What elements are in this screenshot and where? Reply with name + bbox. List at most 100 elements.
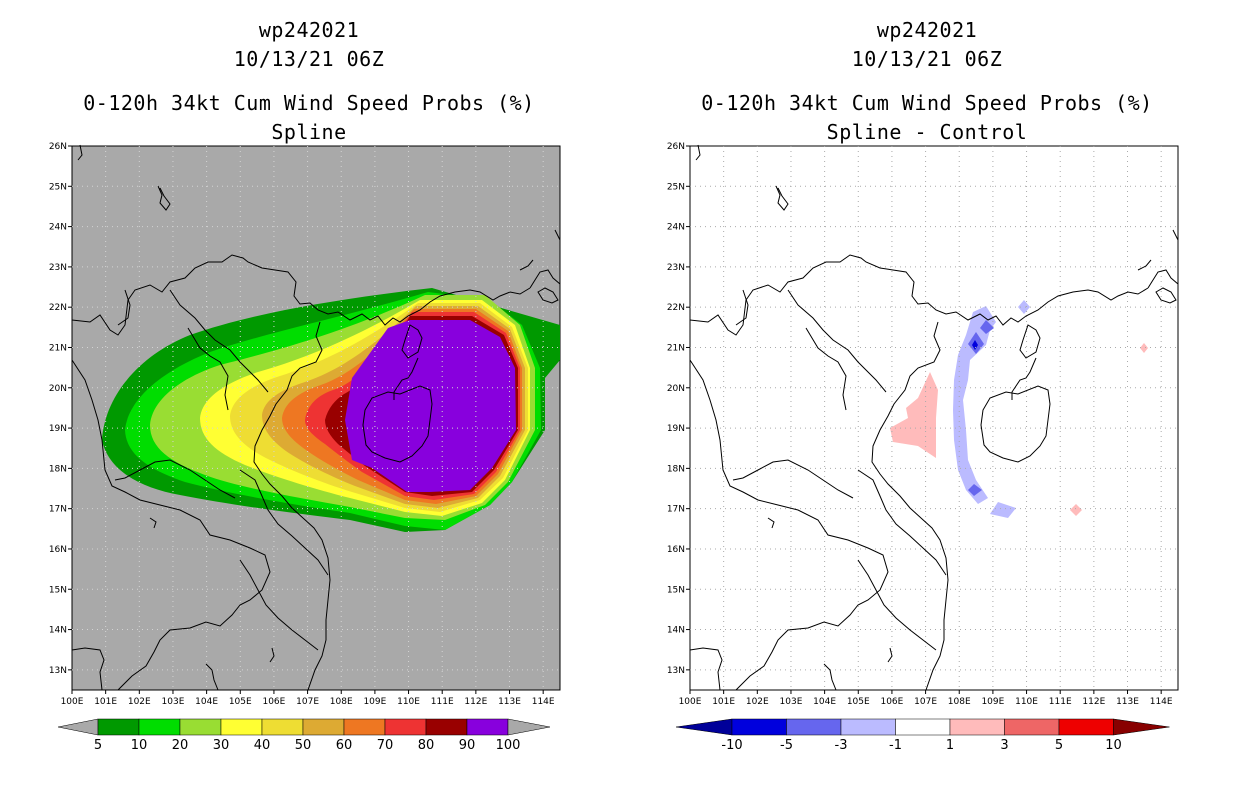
colorbar-label: -3 [835, 738, 848, 753]
coastline-segment [689, 254, 1149, 336]
x-tick-label: 109E [981, 697, 1004, 707]
colorbar-label: -1 [889, 738, 902, 753]
coastline-segment [519, 259, 534, 271]
coastline-segment [71, 359, 271, 691]
coastline-segment [1172, 229, 1179, 241]
y-tick-label: 20N [667, 384, 685, 394]
colorbar-label: 1 [946, 738, 954, 753]
colorbar-left-arrow [675, 718, 733, 736]
x-tick-label: 110E [397, 697, 420, 707]
y-tick-label: 19N [49, 424, 67, 434]
coastline-segment [689, 647, 723, 691]
coastline-segment [1011, 357, 1037, 400]
coastline-segment [1155, 287, 1177, 304]
y-tick-label: 24N [667, 223, 685, 233]
y-tick-label: 13N [667, 666, 685, 676]
colorbar-label: 20 [172, 738, 189, 753]
left-title-date: 10/13/21 06Z [233, 47, 385, 71]
y-tick-label: 25N [667, 182, 685, 192]
colorbar-label: 90 [459, 738, 476, 753]
coastline-segment [393, 357, 419, 400]
x-tick-label: 113E [1116, 697, 1139, 707]
coastline-segment [269, 647, 275, 663]
colorbar-swatch [261, 718, 304, 736]
colorbar-swatch [895, 718, 951, 736]
x-tick-label: 114E [532, 697, 555, 707]
colorbar-label: -10 [721, 738, 742, 753]
left-title-method: Spline [271, 120, 347, 144]
colorbar-swatch [1058, 718, 1114, 736]
coastline-segment [767, 517, 775, 529]
colorbar-label: 40 [254, 738, 271, 753]
left-gridlines [72, 146, 560, 690]
left-panel: wp242021 10/13/21 06Z 0-120h 34kt Cum Wi… [49, 18, 561, 753]
colorbar-left-arrow [57, 718, 99, 736]
diff-negative-core-22n [980, 320, 994, 334]
colorbar-label: 50 [295, 738, 312, 753]
right-colorbar: -10 -5 -3 -1 1 3 5 10 [675, 718, 1170, 753]
coastline-segment [362, 385, 433, 463]
x-tick-label: 100E [61, 697, 84, 707]
x-tick-label: 101E [712, 697, 735, 707]
x-tick-label: 102E [746, 697, 769, 707]
y-tick-label: 17N [667, 505, 685, 515]
y-tick-label: 23N [49, 263, 67, 273]
diff-negative-spot-17n [990, 502, 1016, 518]
coastline-segment [554, 229, 561, 241]
y-tick-label: 21N [667, 343, 685, 353]
right-coastlines [689, 144, 1179, 691]
coastline-segment [239, 559, 319, 651]
x-tick-label: 104E [813, 697, 836, 707]
y-tick-label: 21N [49, 343, 67, 353]
prob-contour-90 [345, 320, 516, 492]
x-tick-label: 106E [880, 697, 903, 707]
coastline-segment [980, 385, 1051, 463]
x-tick-label: 112E [464, 697, 487, 707]
x-tick-label: 112E [1082, 697, 1105, 707]
right-title-storm-id: wp242021 [876, 18, 978, 42]
x-tick-label: 110E [1015, 697, 1038, 707]
coastline-segment [732, 459, 854, 499]
right-map: 100E 101E 102E 103E 104E 105E 106E 107E 108E 109E… [667, 142, 1179, 753]
colorbar-label: -5 [780, 738, 793, 753]
coastline-segment [823, 663, 837, 691]
y-tick-label: 16N [667, 545, 685, 555]
left-map: 100E 101E 102E 103E 104E 105E 106E 107E 108E 109E… [49, 142, 561, 753]
coastline-segment [1147, 269, 1179, 289]
coastline-segment [149, 517, 157, 529]
colorbar-right-arrow [1113, 718, 1170, 736]
y-tick-label: 16N [49, 545, 67, 555]
colorbar-label: 80 [418, 738, 435, 753]
colorbar-swatch [731, 718, 787, 736]
colorbar-right-arrow [507, 718, 551, 736]
y-tick-label: 18N [49, 464, 67, 474]
coastline-segment [401, 324, 423, 359]
right-title-date: 10/13/21 06Z [851, 47, 1003, 71]
x-tick-label: 101E [94, 697, 117, 707]
colorbar-label: 70 [377, 738, 394, 753]
x-tick-label: 111E [1049, 697, 1072, 707]
y-tick-label: 26N [667, 142, 685, 152]
colorbar-swatch [384, 718, 427, 736]
y-tick-label: 19N [667, 424, 685, 434]
right-axis-ticks: 100E 101E 102E 103E 104E 105E 106E 107E 108E 109E… [667, 142, 1173, 707]
diff-positive-spot-17n [1070, 504, 1082, 516]
colorbar-swatch [949, 718, 1005, 736]
coastline-segment [169, 289, 269, 393]
x-tick-label: 113E [498, 697, 521, 707]
y-tick-label: 25N [49, 182, 67, 192]
diff-negative-spot-22n [1018, 300, 1030, 314]
colorbar-label: 5 [94, 738, 102, 753]
diff-negative-band [953, 306, 996, 504]
diff-negative-core-17n [968, 484, 982, 496]
coastline-segment [529, 269, 561, 289]
colorbar-swatch [466, 718, 509, 736]
diff-strong-negative-21n [972, 340, 978, 350]
coastline-segment [857, 559, 937, 651]
x-tick-label: 105E [229, 697, 252, 707]
coastline-segment [857, 469, 947, 576]
right-title-product: 0-120h 34kt Cum Wind Speed Probs (%) [701, 91, 1153, 115]
coastline-segment [887, 647, 893, 663]
x-tick-label: 109E [363, 697, 386, 707]
y-tick-label: 24N [49, 223, 67, 233]
